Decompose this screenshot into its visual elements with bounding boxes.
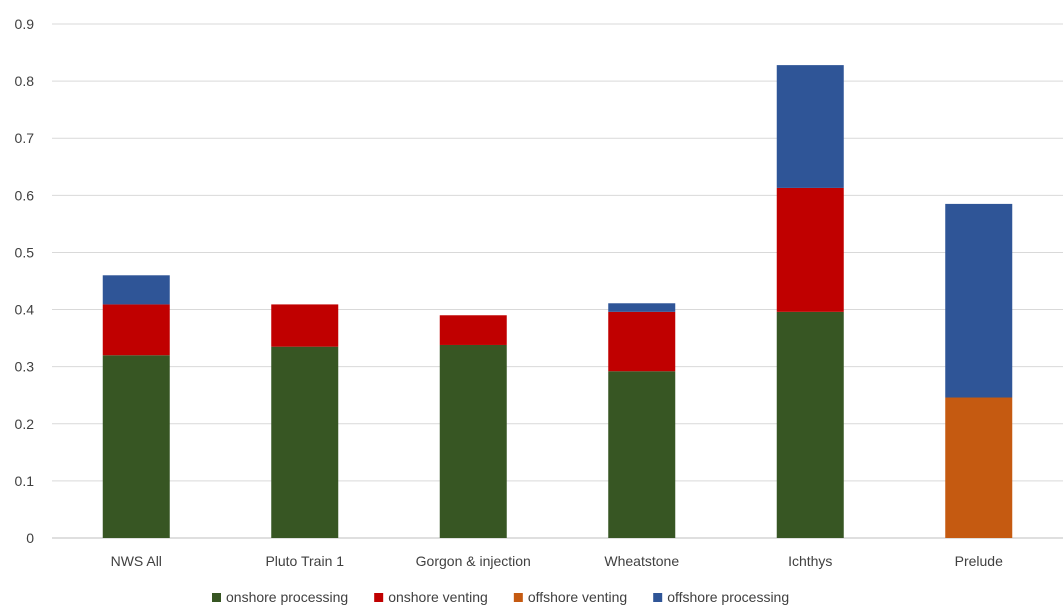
bar-segment bbox=[102, 275, 170, 305]
bar-segment bbox=[776, 187, 844, 312]
legend-label: offshore processing bbox=[667, 589, 789, 605]
y-tick-label: 0.3 bbox=[15, 359, 35, 375]
y-axis-tick-labels: 0 0.1 0.2 0.3 0.4 0.5 0.6 0.7 0.8 0.9 bbox=[15, 16, 35, 546]
bar-segment bbox=[608, 303, 676, 312]
legend: onshore processing onshore venting offshor… bbox=[212, 589, 789, 605]
bar-segment bbox=[271, 304, 339, 347]
y-tick-label: 0.5 bbox=[15, 244, 35, 260]
y-tick-label: 0.1 bbox=[15, 473, 35, 489]
bar-segment bbox=[102, 304, 170, 356]
x-axis-tick-labels: NWS All Pluto Train 1 Gorgon & injection Wh… bbox=[111, 553, 1004, 569]
y-tick-label: 0.2 bbox=[15, 416, 35, 432]
bar-segment bbox=[439, 315, 507, 345]
legend-label: onshore processing bbox=[226, 589, 348, 605]
bar-segment bbox=[439, 344, 507, 538]
legend-label: onshore venting bbox=[388, 589, 488, 605]
y-tick-label: 0 bbox=[26, 530, 34, 546]
legend-swatch bbox=[653, 593, 663, 602]
y-tick-label: 0.4 bbox=[15, 302, 35, 318]
x-tick-label: NWS All bbox=[111, 553, 162, 569]
y-tick-label: 0.9 bbox=[15, 16, 35, 32]
legend-swatch bbox=[212, 593, 221, 602]
x-tick-label: Prelude bbox=[955, 553, 1003, 569]
bars bbox=[102, 65, 1013, 538]
gridlines bbox=[52, 23, 1063, 539]
bar-segment bbox=[776, 65, 844, 188]
bar-segment bbox=[271, 346, 339, 538]
x-tick-label: Ichthys bbox=[788, 553, 832, 569]
legend-label: offshore venting bbox=[528, 589, 627, 605]
bar-segment bbox=[945, 397, 1013, 538]
y-tick-label: 0.6 bbox=[15, 187, 35, 203]
bar-segment bbox=[608, 311, 676, 372]
bar-segment bbox=[776, 311, 844, 538]
bar-segment bbox=[945, 203, 1013, 398]
x-tick-label: Wheatstone bbox=[604, 553, 679, 569]
legend-swatch bbox=[513, 593, 523, 602]
bar-segment bbox=[102, 355, 170, 538]
bar-segment bbox=[608, 371, 676, 538]
y-tick-label: 0.7 bbox=[15, 130, 35, 146]
legend-swatch bbox=[374, 593, 384, 602]
x-tick-label: Gorgon & injection bbox=[416, 553, 531, 569]
y-tick-label: 0.8 bbox=[15, 73, 35, 89]
x-tick-label: Pluto Train 1 bbox=[265, 553, 344, 569]
